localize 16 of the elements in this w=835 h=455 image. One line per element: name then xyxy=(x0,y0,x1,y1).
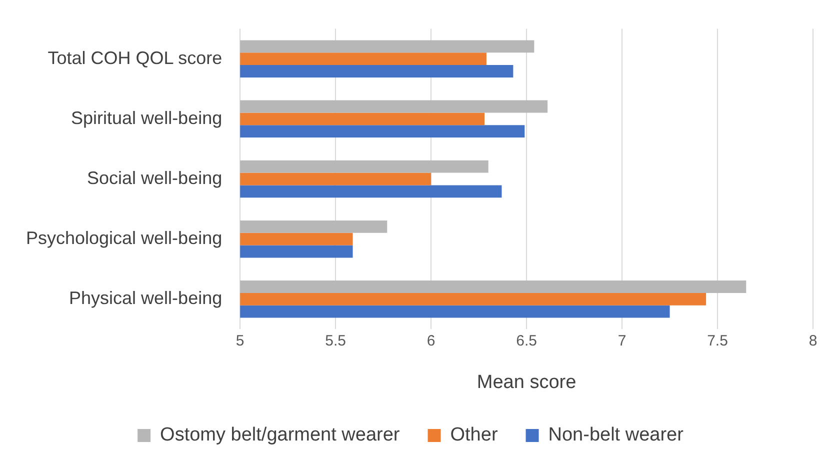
x-tick-label: 7 xyxy=(618,332,626,350)
x-tick-label: 5.5 xyxy=(325,332,346,350)
legend-label: Ostomy belt/garment wearer xyxy=(160,424,400,446)
x-tick-label: 6.5 xyxy=(516,332,537,350)
y-tick-label: Total COH QOL score xyxy=(48,48,222,68)
x-tick-label: 8 xyxy=(808,332,818,350)
x-tick-label: 5 xyxy=(236,332,244,350)
legend-label: Other xyxy=(450,424,498,446)
x-axis-title: Mean score xyxy=(476,372,576,393)
y-tick-label: Psychological well-being xyxy=(26,228,222,248)
y-tick-label: Spiritual well-being xyxy=(71,108,222,128)
y-tick-label: Physical well-being xyxy=(69,288,222,308)
x-tick-label: 6 xyxy=(426,332,436,350)
x-tick-label: 7.5 xyxy=(707,332,728,350)
legend-label: Non-belt wearer xyxy=(548,424,684,446)
y-tick-label: Social well-being xyxy=(87,168,222,188)
